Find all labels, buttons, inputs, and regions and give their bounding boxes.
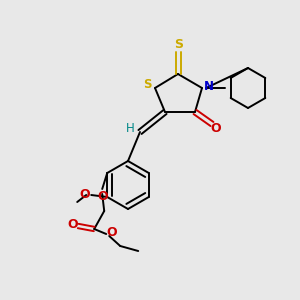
Text: O: O <box>67 218 77 232</box>
Text: S: S <box>175 38 184 52</box>
Text: S: S <box>143 77 151 91</box>
Text: O: O <box>79 188 89 202</box>
Text: H: H <box>126 122 134 136</box>
Text: O: O <box>97 190 107 202</box>
Text: O: O <box>106 226 116 238</box>
Text: O: O <box>211 122 221 136</box>
Text: N: N <box>204 80 214 92</box>
